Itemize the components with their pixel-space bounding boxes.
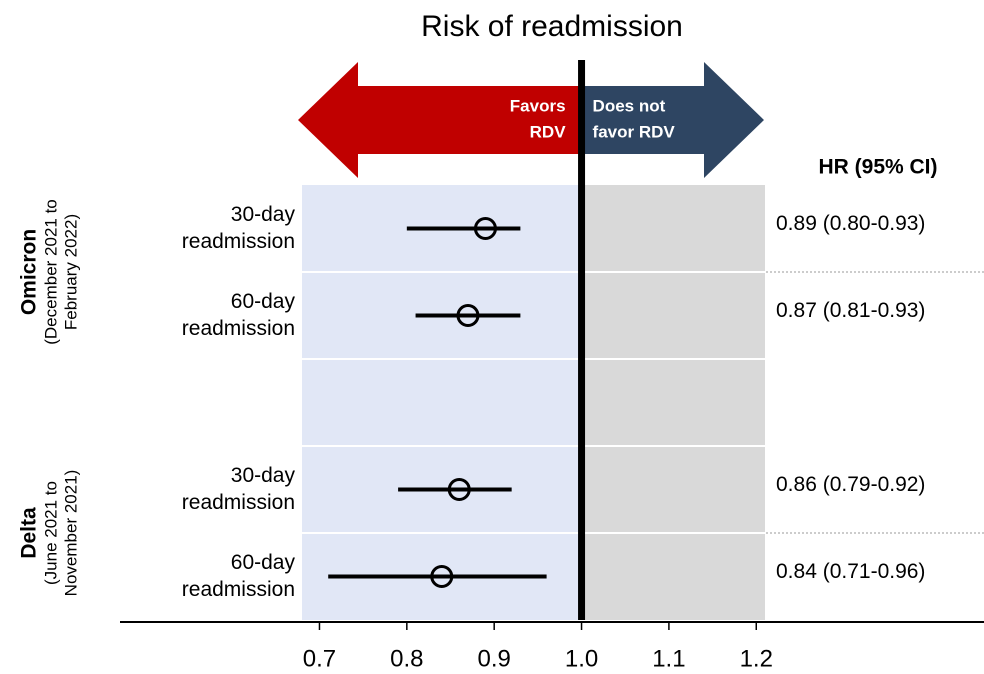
row-label: readmission (182, 491, 295, 514)
hr-marker (473, 217, 497, 240)
row-label: readmission (182, 230, 295, 253)
x-tick-label: 1.2 (740, 645, 773, 672)
value-label: 0.86 (0.79-0.92) (776, 473, 925, 496)
against-panel (581, 185, 765, 620)
x-tick-label: 0.8 (390, 645, 423, 672)
row-label: readmission (182, 317, 295, 340)
row-label: 60-day (231, 290, 296, 313)
row-label: 30-day (231, 464, 296, 487)
favor-arrow (298, 62, 582, 178)
row-label: readmission (182, 578, 295, 601)
hr-marker (447, 478, 471, 501)
hr-marker (430, 565, 454, 588)
against-arrow (581, 62, 764, 178)
value-label: 0.89 (0.80-0.93) (776, 212, 925, 235)
group-subtitle: (December 2021 to (41, 199, 60, 345)
arrow-label: Favors (510, 96, 566, 115)
column-header: HR (95% CI) (818, 156, 937, 179)
x-tick-label: 1.0 (565, 645, 598, 672)
group-subtitle: (June 2021 to (41, 481, 60, 585)
value-label: 0.87 (0.81-0.93) (776, 299, 925, 322)
row-label: 30-day (231, 203, 296, 226)
arrow-label: favor RDV (593, 122, 676, 141)
hr-marker (456, 304, 480, 327)
group-subtitle: November 2021) (61, 470, 80, 597)
group-name: Omicron (18, 229, 41, 315)
favor-panel (302, 185, 582, 620)
value-label: 0.84 (0.71-0.96) (776, 560, 925, 583)
arrow-label: Does not (593, 96, 666, 115)
group-name: Delta (18, 507, 41, 559)
chart-title: Risk of readmission (421, 10, 683, 43)
arrow-label: RDV (530, 122, 567, 141)
x-tick-label: 1.1 (652, 645, 685, 672)
group-subtitle: February 2022) (61, 214, 80, 330)
x-tick-label: 0.7 (303, 645, 336, 672)
row-label: 60-day (231, 551, 296, 574)
x-tick-label: 0.9 (478, 645, 511, 672)
